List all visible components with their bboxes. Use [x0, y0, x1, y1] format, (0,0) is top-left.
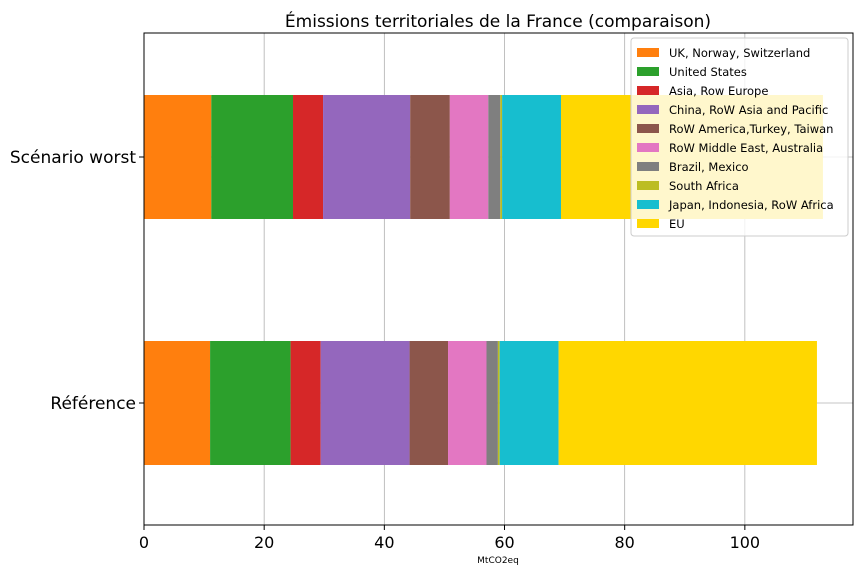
legend-swatch-5 — [637, 143, 659, 152]
bars — [144, 95, 823, 465]
bar-segment-1-1 — [211, 95, 294, 219]
bar-segment-0-8 — [499, 341, 559, 465]
legend-label-1: United States — [669, 65, 747, 79]
bar-segment-1-4 — [410, 95, 450, 219]
bar-segment-0-6 — [486, 341, 498, 465]
chart-title: Émissions territoriales de la France (co… — [285, 10, 711, 32]
legend-label-8: Japan, Indonesia, RoW Africa — [668, 198, 834, 212]
legend-label-4: RoW America,Turkey, Taiwan — [669, 122, 833, 136]
x-axis-label: MtCO2eq — [477, 556, 519, 566]
x-axis-ticks: 0 20 40 60 80 100 — [139, 525, 760, 552]
legend-swatch-9 — [637, 219, 659, 228]
bar-segment-1-0 — [144, 95, 212, 219]
legend-swatch-1 — [637, 67, 659, 76]
bar-segment-0-0 — [144, 341, 211, 465]
bar-segment-0-1 — [210, 341, 291, 465]
legend: UK, Norway, Switzerland United States Asia… — [630, 37, 849, 237]
x-tick-label-100: 100 — [730, 533, 761, 552]
legend-label-6: Brazil, Mexico — [669, 160, 749, 174]
legend-box — [630, 37, 849, 237]
legend-label-3: China, RoW Asia and Pacific — [669, 103, 828, 117]
bar-segment-1-3 — [323, 95, 411, 219]
y-axis-category-labels: Référence Scénario worst — [10, 148, 144, 414]
legend-swatch-0 — [637, 48, 659, 57]
bar-segment-1-7 — [500, 95, 503, 219]
bar-segment-0-4 — [409, 341, 449, 465]
x-tick-label-80: 80 — [614, 533, 634, 552]
legend-label-9: EU — [669, 217, 685, 231]
legend-swatch-2 — [637, 86, 659, 95]
legend-swatch-7 — [637, 181, 659, 190]
bar-segment-1-5 — [449, 95, 489, 219]
bar-segment-0-2 — [290, 341, 321, 465]
legend-label-7: South Africa — [669, 179, 739, 193]
y-tick-label-0: Référence — [50, 394, 136, 414]
bar-segment-1-6 — [488, 95, 501, 219]
plot-frame — [143, 32, 854, 526]
bar-segment-0-9 — [558, 341, 817, 465]
x-tick-label-40: 40 — [374, 533, 394, 552]
x-tick-label-20: 20 — [254, 533, 274, 552]
legend-label-2: Asia, Row Europe — [669, 84, 768, 98]
bar-segment-1-2 — [293, 95, 324, 219]
legend-swatch-6 — [637, 162, 659, 171]
legend-swatch-8 — [637, 200, 659, 209]
bar-segment-0-5 — [448, 341, 487, 465]
bar-segment-0-3 — [320, 341, 410, 465]
legend-swatch-4 — [637, 124, 659, 133]
y-tick-label-1: Scénario worst — [10, 148, 136, 168]
x-tick-label-0: 0 — [139, 533, 149, 552]
bar-segment-0-7 — [497, 341, 500, 465]
x-tick-label-60: 60 — [494, 533, 514, 552]
legend-swatch-3 — [637, 105, 659, 114]
bar-segment-1-8 — [502, 95, 561, 219]
legend-label-5: RoW Middle East, Australia — [669, 141, 823, 155]
legend-label-0: UK, Norway, Switzerland — [669, 46, 810, 60]
